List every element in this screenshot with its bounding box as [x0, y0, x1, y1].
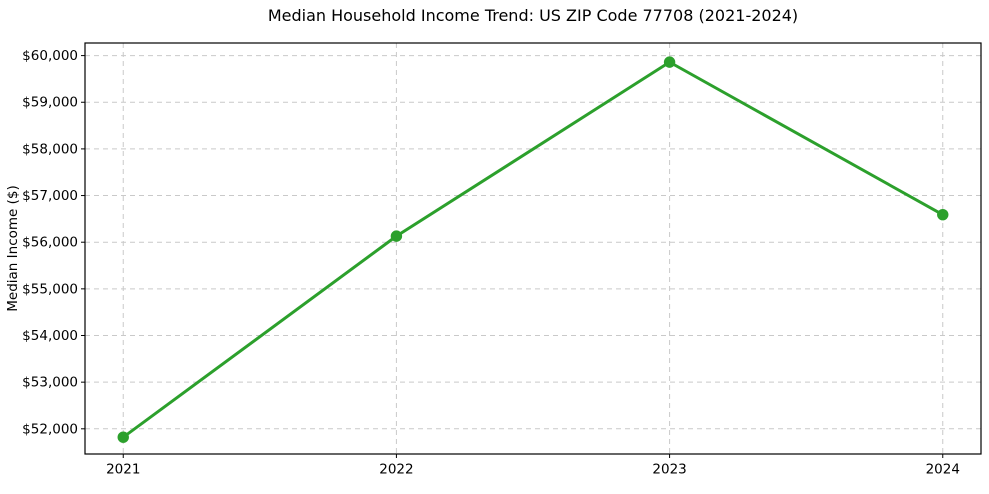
data-point-marker: [390, 230, 403, 242]
y-tick-label: $58,000: [22, 141, 78, 157]
x-tick-label: 2024: [926, 462, 960, 478]
y-tick-label: $55,000: [22, 281, 78, 297]
y-tick-label: $60,000: [22, 48, 78, 64]
y-tick-label: $57,000: [22, 188, 78, 204]
data-point-marker: [663, 56, 676, 68]
x-tick-label: 2021: [106, 462, 140, 478]
y-tick-label: $53,000: [22, 375, 78, 391]
y-tick-label: $52,000: [22, 421, 78, 437]
y-axis-label: Median Income ($): [5, 185, 21, 311]
y-tick-label: $56,000: [22, 235, 78, 251]
data-point-marker: [117, 431, 129, 443]
chart-title: Median Household Income Trend: US ZIP Co…: [268, 6, 798, 25]
data-point-marker: [937, 208, 949, 221]
income-trend-line: [121, 60, 945, 439]
y-tick-label: $54,000: [22, 328, 78, 344]
x-tick-label: 2023: [652, 462, 686, 478]
plot-area: $52,000 $53,000 $54,000 $55,000 $56,000 $57,0…: [22, 42, 982, 478]
plot-border: [84, 42, 982, 455]
x-tick-label: 2022: [379, 462, 413, 478]
y-tick-label: $59,000: [22, 95, 78, 111]
